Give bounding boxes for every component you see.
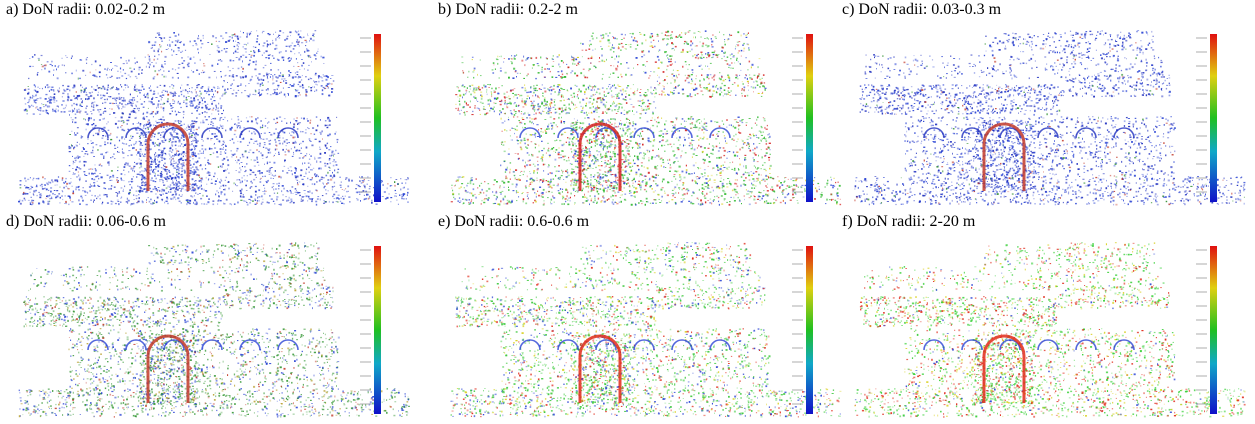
point-cloud-svg bbox=[18, 242, 410, 418]
color-scale-bar bbox=[374, 246, 381, 414]
point-cloud-svg bbox=[450, 242, 842, 418]
color-scale-bar bbox=[1210, 34, 1217, 202]
point-cloud bbox=[450, 242, 842, 418]
panel-caption: c) DoN radii: 0.03-0.3 m bbox=[842, 1, 1001, 19]
panel-d: d) DoN radii: 0.06-0.6 m bbox=[0, 212, 420, 424]
point-cloud-svg bbox=[854, 30, 1246, 206]
point-cloud bbox=[854, 242, 1246, 418]
point-cloud-image bbox=[844, 26, 1246, 206]
point-cloud-svg bbox=[450, 30, 842, 206]
panel-caption: a) DoN radii: 0.02-0.2 m bbox=[6, 1, 165, 19]
panel-e: e) DoN radii: 0.6-0.6 m bbox=[432, 212, 852, 424]
panel-a: a) DoN radii: 0.02-0.2 m bbox=[0, 0, 420, 212]
point-cloud bbox=[18, 242, 410, 418]
color-scale-bar bbox=[806, 34, 813, 202]
panel-c: c) DoN radii: 0.03-0.3 m bbox=[836, 0, 1255, 212]
point-cloud-image bbox=[8, 238, 410, 418]
point-cloud bbox=[450, 30, 842, 206]
panel-caption: f) DoN radii: 2-20 m bbox=[842, 213, 975, 231]
point-cloud bbox=[854, 30, 1246, 206]
color-scale-bar bbox=[1210, 246, 1217, 414]
panel-caption: d) DoN radii: 0.06-0.6 m bbox=[6, 213, 166, 231]
color-scale-bar bbox=[374, 34, 381, 202]
panel-f: f) DoN radii: 2-20 m bbox=[836, 212, 1255, 424]
point-cloud-image bbox=[8, 26, 410, 206]
point-cloud-svg bbox=[854, 242, 1246, 418]
panel-caption: b) DoN radii: 0.2-2 m bbox=[438, 1, 578, 19]
point-cloud-image bbox=[844, 238, 1246, 418]
panel-b: b) DoN radii: 0.2-2 m bbox=[432, 0, 852, 212]
point-cloud-image bbox=[440, 26, 842, 206]
point-cloud-image bbox=[440, 238, 842, 418]
point-cloud-svg bbox=[18, 30, 410, 206]
panel-caption: e) DoN radii: 0.6-0.6 m bbox=[438, 213, 589, 231]
point-cloud bbox=[18, 30, 410, 206]
color-scale-bar bbox=[806, 246, 813, 414]
